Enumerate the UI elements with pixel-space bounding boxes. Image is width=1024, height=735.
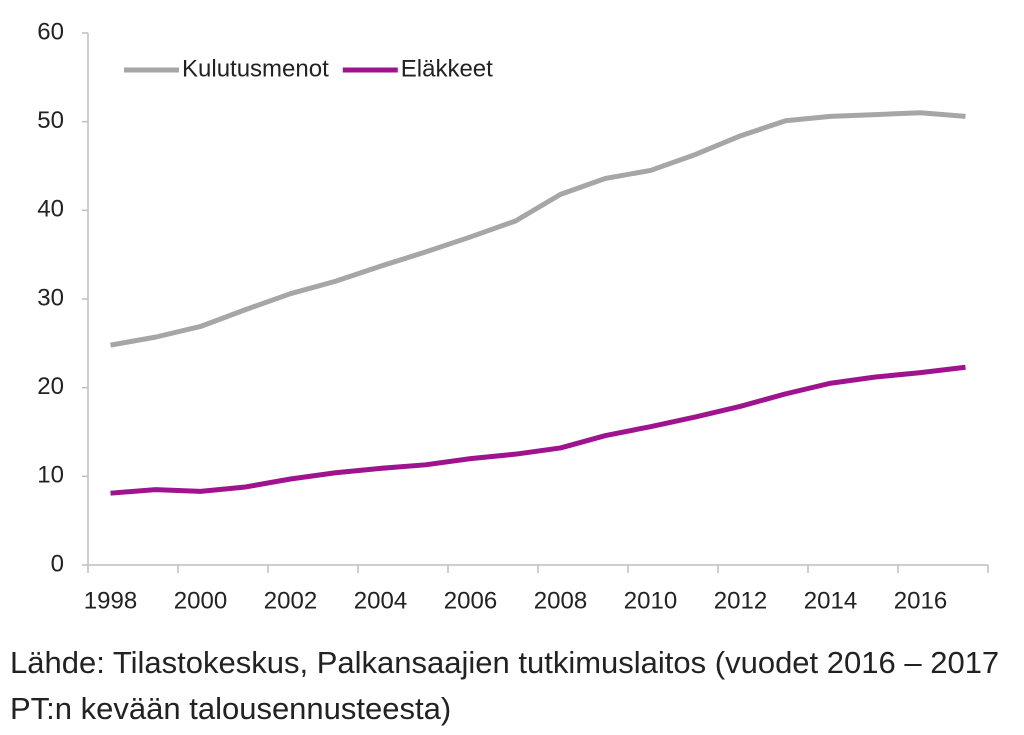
x-tick-label: 2000 bbox=[174, 587, 227, 614]
x-tick-label: 2008 bbox=[534, 587, 587, 614]
x-tick-label: 2012 bbox=[714, 587, 767, 614]
x-tick-label: 2010 bbox=[624, 587, 677, 614]
y-tick-label: 30 bbox=[37, 284, 64, 311]
legend-label: Kulutusmenot bbox=[182, 55, 329, 82]
legend-label: Eläkkeet bbox=[401, 55, 493, 82]
y-tick-label: 0 bbox=[51, 550, 64, 577]
y-tick-label: 10 bbox=[37, 462, 64, 489]
x-tick-label: 2006 bbox=[444, 587, 497, 614]
x-tick-label: 2016 bbox=[894, 587, 947, 614]
x-tick-label: 2002 bbox=[264, 587, 317, 614]
x-tick-label: 2004 bbox=[354, 587, 407, 614]
y-tick-label: 20 bbox=[37, 373, 64, 400]
data-line bbox=[110, 364, 966, 496]
y-tick-label: 50 bbox=[37, 107, 64, 134]
data-line bbox=[110, 110, 966, 348]
chart: 0 10 20 30 40 50 60 1998 2000 2002 2004 2006 2008 201… bbox=[37, 18, 989, 614]
y-tick-label: 60 bbox=[37, 18, 64, 45]
y-tick-label: 40 bbox=[37, 196, 64, 223]
source-note: Lähde: Tilastokeskus, Palkansaajien tutk… bbox=[10, 645, 1000, 726]
x-tick-label: 2014 bbox=[804, 587, 857, 614]
x-tick-label: 1998 bbox=[84, 587, 137, 614]
